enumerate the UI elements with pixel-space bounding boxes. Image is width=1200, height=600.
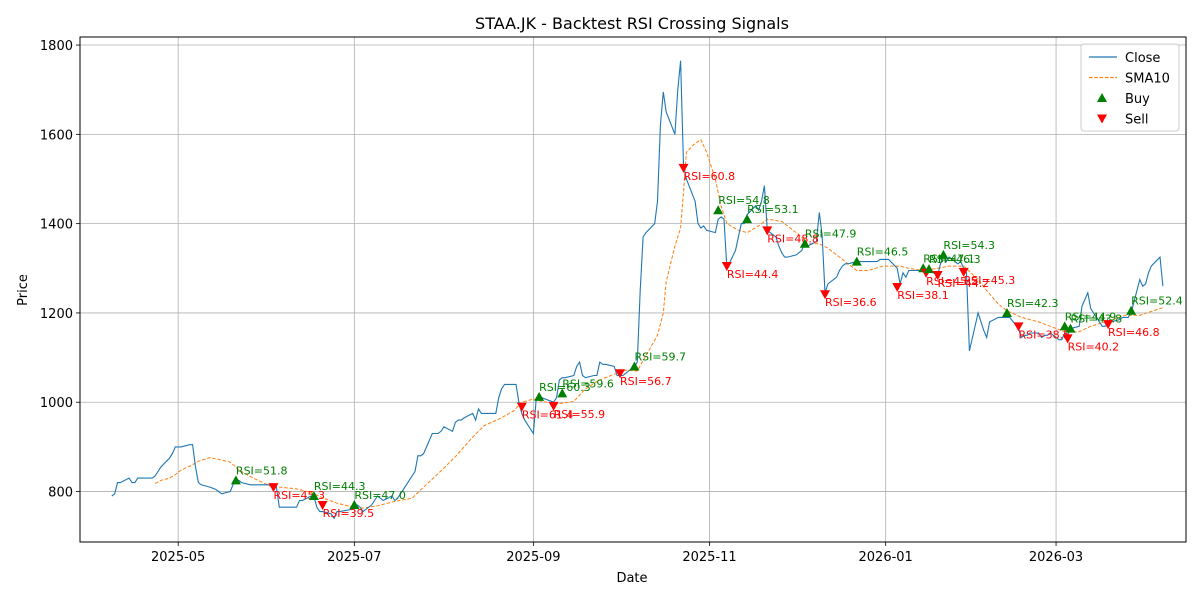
legend-box xyxy=(1080,43,1180,132)
x-tick-label: 2025-11 xyxy=(682,550,736,565)
x-axis-label: Date xyxy=(616,571,647,586)
x-tick-label: 2025-05 xyxy=(151,550,205,565)
sell-rsi-label: RSI=55.9 xyxy=(554,408,606,421)
sell-marker xyxy=(615,369,626,379)
legend-label: Close xyxy=(1125,51,1160,66)
buy-rsi-label: RSI=46.3 xyxy=(929,253,981,266)
sell-rsi-label: RSI=44.2 xyxy=(938,277,990,290)
buy-rsi-label: RSI=46.5 xyxy=(857,246,909,259)
sell-marker xyxy=(548,401,559,411)
sell-rsi-label: RSI=61.4 xyxy=(522,409,574,422)
close-series xyxy=(111,60,1164,520)
legend-sell-swatch xyxy=(1097,114,1107,124)
buy-rsi-label: RSI=44.9 xyxy=(1065,310,1117,323)
sma10-series xyxy=(154,138,1164,509)
sell-rsi-label: RSI=46.8 xyxy=(1108,326,1160,339)
buy-rsi-label: RSI=54.3 xyxy=(943,239,995,252)
buy-rsi-label: RSI=59.7 xyxy=(634,351,686,364)
y-tick-label: 1600 xyxy=(40,128,73,143)
buy-rsi-label: RSI=52.4 xyxy=(1131,295,1183,308)
buy-marker xyxy=(1059,321,1070,331)
legend-buy-swatch xyxy=(1097,93,1107,102)
y-tick-label: 1200 xyxy=(40,307,73,322)
x-tick-label: 2025-07 xyxy=(327,550,381,565)
sell-rsi-label: RSI=44.4 xyxy=(727,268,779,281)
sell-rsi-label: RSI=38.5 xyxy=(1019,328,1071,341)
grid xyxy=(80,37,1186,542)
buy-marker xyxy=(534,391,545,401)
sell-rsi-label: RSI=40.2 xyxy=(1068,340,1120,353)
sell-marker xyxy=(762,226,773,236)
sell-rsi-label: RSI=39.5 xyxy=(323,507,375,520)
legend-label: SMA10 xyxy=(1125,72,1170,87)
sell-marker xyxy=(1013,322,1024,332)
sell-marker xyxy=(721,262,732,272)
legend-label: Buy xyxy=(1125,92,1150,107)
buy-marker xyxy=(1065,323,1076,333)
chart-title: STAA.JK - Backtest RSI Crossing Signals xyxy=(475,14,789,33)
sell-marker xyxy=(958,267,969,277)
buy-marker xyxy=(629,361,640,371)
legend: Close SMA10 Buy Sell xyxy=(1080,43,1180,132)
sell-rsi-label: RSI=56.7 xyxy=(620,375,672,388)
y-tick-label: 1800 xyxy=(40,39,73,54)
buy-marker xyxy=(557,388,568,398)
buy-marker xyxy=(938,249,949,259)
buy-rsi-label: RSI=51.8 xyxy=(236,464,288,477)
buy-rsi-label: RSI=47.0 xyxy=(354,489,406,502)
x-tick-label: 2026-01 xyxy=(859,550,913,565)
sell-marker xyxy=(516,402,527,412)
buy-rsi-label: RSI=54.8 xyxy=(718,194,770,207)
buy-marker xyxy=(923,264,934,274)
sell-marker xyxy=(1062,334,1073,344)
y-axis-label: Price xyxy=(16,274,31,306)
sell-marker xyxy=(1103,320,1114,330)
buy-marker xyxy=(713,205,724,215)
buy-rsi-label: RSI=53.1 xyxy=(747,203,799,216)
buy-marker xyxy=(308,491,319,501)
axes: 800 1000 1200 1400 1600 1800 2025-05 2025-07 202… xyxy=(40,36,1187,565)
y-tick-label: 1400 xyxy=(40,218,73,233)
buy-rsi-label: RSI=60.3 xyxy=(539,381,591,394)
sell-marker xyxy=(268,483,279,493)
legend-label: Sell xyxy=(1125,113,1148,128)
buy-marker xyxy=(799,238,810,248)
x-tick-label: 2025-09 xyxy=(506,550,560,565)
sell-marker xyxy=(892,283,903,293)
sell-rsi-label: RSI=45.3 xyxy=(964,274,1016,287)
y-tick-label: 800 xyxy=(48,486,73,501)
buy-rsi-label: RSI=42.3 xyxy=(1007,297,1059,310)
buy-rsi-label: RSI=47.9 xyxy=(805,228,857,241)
buy-rsi-label: RSI=43.8 xyxy=(1070,313,1122,326)
sell-rsi-label: RSI=60.8 xyxy=(684,170,736,183)
sell-rsi-label: RSI=45.5 xyxy=(926,275,978,288)
sell-marker xyxy=(678,163,689,173)
sell-marker xyxy=(820,290,831,300)
sell-rsi-label: RSI=36.6 xyxy=(825,296,877,309)
buy-marker xyxy=(1001,307,1012,317)
close-line xyxy=(111,60,1164,520)
buy-marker xyxy=(851,256,862,266)
buy-rsi-label: RSI=59.6 xyxy=(562,377,614,390)
sell-marker xyxy=(932,270,943,280)
x-tick-label: 2026-03 xyxy=(1029,550,1083,565)
sell-rsi-label: RSI=38.1 xyxy=(897,289,949,302)
y-tick-label: 1000 xyxy=(40,396,73,411)
signal-markers: RSI=51.8 RSI=45.3 RSI=44.3 RSI=39.5 RSI=47.0… xyxy=(230,163,1183,520)
buy-marker xyxy=(349,499,360,509)
buy-marker xyxy=(742,214,753,224)
sell-marker xyxy=(317,500,328,510)
buy-rsi-label: RSI=47.1 xyxy=(923,252,975,265)
buy-marker xyxy=(1126,305,1137,315)
plot-frame xyxy=(79,36,1187,543)
sma10-line xyxy=(154,138,1164,509)
buy-rsi-label: RSI=44.3 xyxy=(314,480,366,493)
buy-marker xyxy=(230,475,241,485)
